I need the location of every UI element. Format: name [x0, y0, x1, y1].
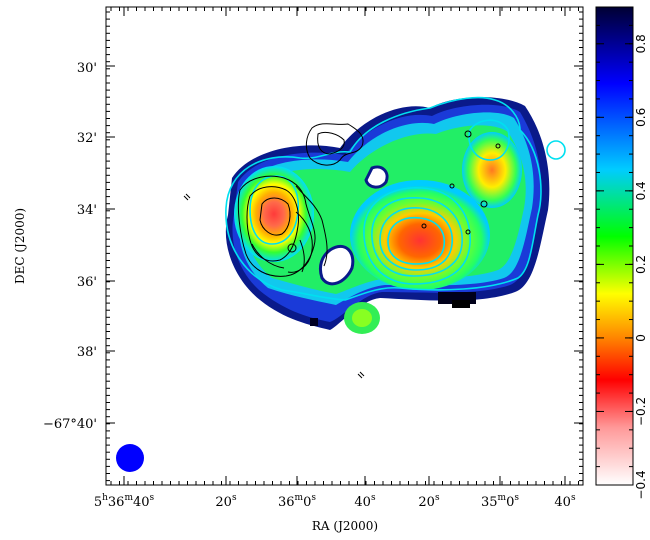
- y-tick-label: 36': [77, 275, 97, 290]
- upper-right-source: [462, 132, 522, 208]
- cyan-contour-right-1: [371, 197, 463, 277]
- cyan-contour-right-2: [379, 207, 453, 271]
- left-source: [234, 166, 314, 262]
- x-tick-labels: 5h36m40s 20s 36m0s 40s 20s 35m0s 40s: [94, 493, 576, 510]
- colorbar-tick-label: 0.2: [634, 255, 648, 274]
- y-axis-title: DEC (J2000): [13, 208, 27, 284]
- y-tick-label: 38': [77, 345, 97, 360]
- x-tick-label: 20s: [418, 493, 440, 510]
- cyan-contours: [225, 96, 566, 301]
- x-tick-label: 35m0s: [481, 493, 519, 510]
- colorbar-tick-label: 0.6: [634, 108, 648, 127]
- x-tick-label: 40s: [354, 493, 376, 510]
- cyan-contour-small: [546, 140, 566, 160]
- cyan-contour-outer: [225, 96, 542, 301]
- y-tick-label: −67°40': [43, 417, 97, 432]
- colorbar: −0.4 −0.2 0 0.2 0.4 0.6 0.8: [595, 6, 648, 500]
- x-axis-ticks: [110, 7, 579, 485]
- cyan-contour-right-4: [363, 187, 471, 285]
- emission-hole-1: [320, 246, 353, 284]
- y-tick-labels: 30' 32' 34' 36' 38' −67°40': [43, 61, 97, 432]
- y-tick-label: 32': [77, 131, 97, 146]
- right-source: [350, 180, 490, 290]
- colorbar-tick-label: 0.8: [634, 34, 648, 53]
- y-tick-label: 34': [77, 203, 97, 218]
- x-tick-label: 20s: [215, 493, 237, 510]
- colorbar-tick-label: 0.4: [634, 181, 648, 200]
- colorbar-tick-label: 0: [634, 334, 648, 342]
- heatmap-image: [116, 96, 566, 472]
- beam-ellipse: [116, 444, 144, 472]
- y-axis-ticks: [106, 11, 583, 482]
- colorbar-gradient: [595, 6, 634, 486]
- x-tick-label: 5h36m40s: [94, 493, 155, 510]
- x-tick-label: 40s: [554, 493, 576, 510]
- x-axis-title: RA (J2000): [312, 519, 378, 533]
- black-contours: [183, 123, 501, 379]
- cyan-contour-right-3: [387, 216, 446, 265]
- y-tick-label: 30': [77, 61, 97, 76]
- colorbar-tick-label: −0.2: [634, 397, 648, 426]
- x-tick-label: 36m0s: [278, 493, 316, 510]
- colorbar-tick-label: −0.4: [634, 470, 648, 499]
